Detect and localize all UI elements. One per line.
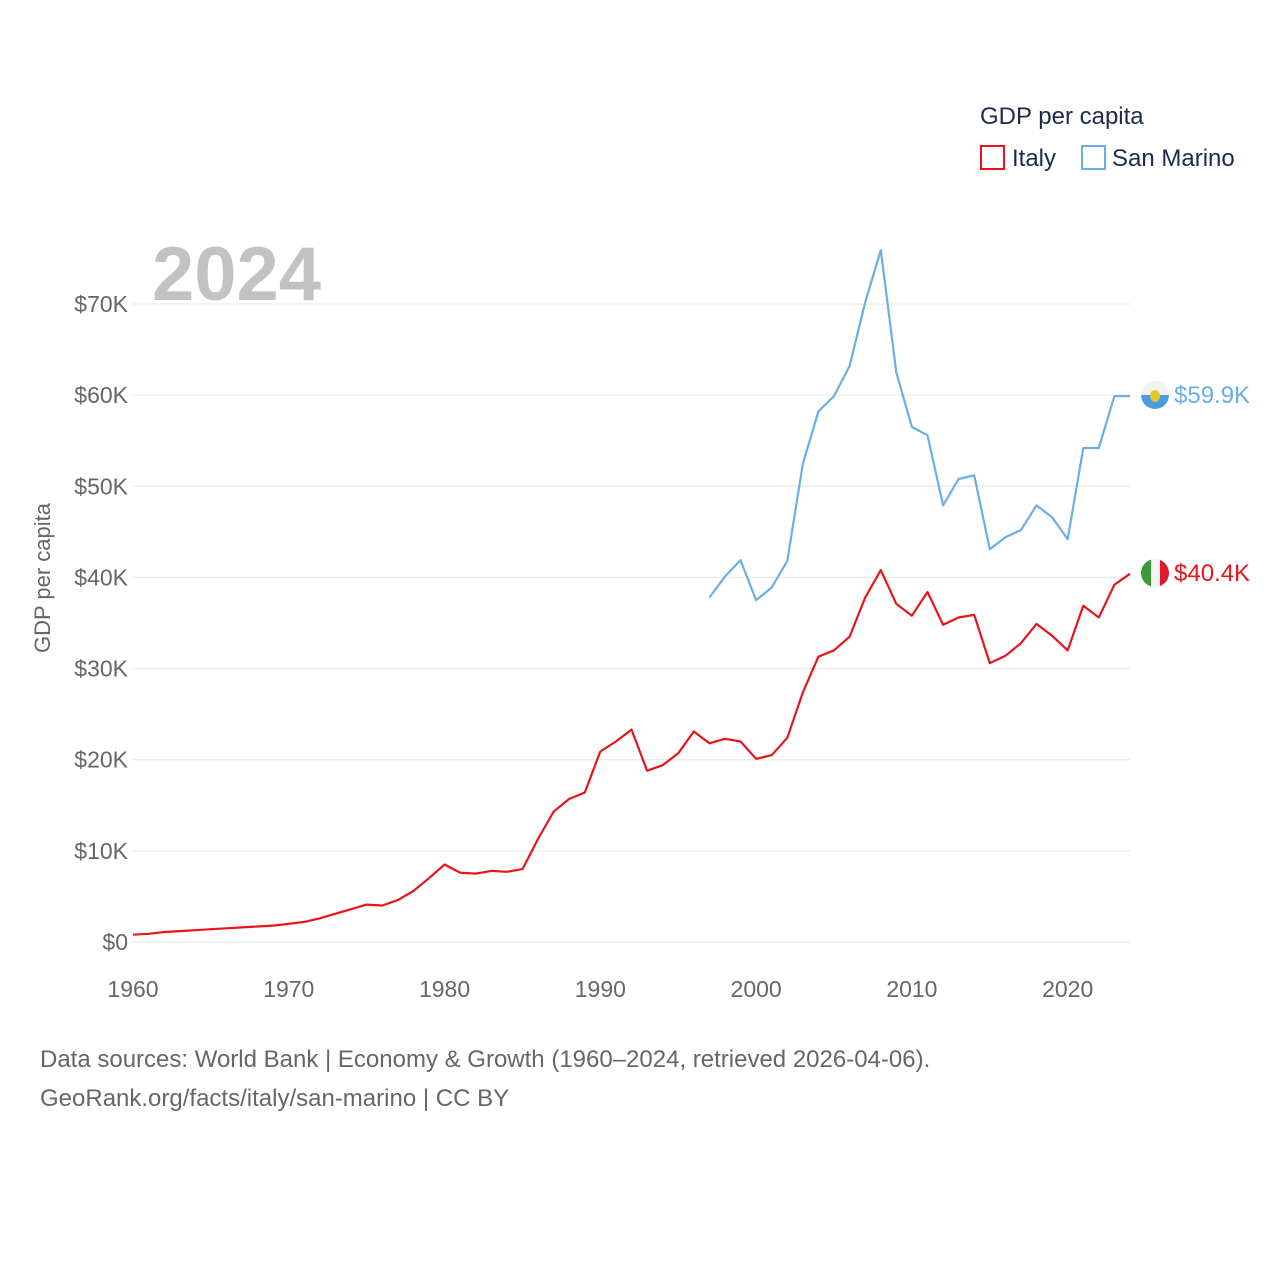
legend-title: GDP per capita: [980, 103, 1144, 130]
y-axis-title: GDP per capita: [30, 502, 55, 653]
y-tick-label: $30K: [74, 656, 128, 682]
legend-label-san-marino[interactable]: San Marino: [1112, 145, 1235, 172]
y-tick-label: $20K: [74, 747, 128, 773]
legend-label-italy[interactable]: Italy: [1012, 145, 1056, 172]
series-line-italy[interactable]: [132, 568, 1131, 936]
legend-swatch-san-marino[interactable]: [1081, 145, 1106, 170]
y-tick-label: $50K: [74, 473, 128, 499]
italy-end-value: $40.4K: [1174, 560, 1250, 587]
x-tick-label: 1980: [419, 976, 470, 1002]
x-tick-label: 2010: [886, 976, 937, 1002]
year-label: 2024: [152, 232, 321, 317]
license-text: | CC BY: [416, 1085, 510, 1112]
x-axis-ticks: 1960 1970 1980 1990 2000 2010 2020: [107, 976, 1093, 1002]
y-axis-ticks: $0 $10K $20K $30K $40K $50K $60K $70K: [74, 291, 128, 955]
gdp-line-chart: $0$10K$20K$30K$40K$50K$60K$70K 1960 1970 1…: [30, 103, 1250, 1002]
x-tick-label: 1970: [263, 976, 314, 1002]
x-tick-label: 1960: [107, 976, 158, 1002]
y-tick-label: $40K: [74, 564, 128, 590]
series-lines: [132, 249, 1131, 936]
footer: Data sources: World Bank | Economy & Gro…: [40, 1040, 1240, 1118]
y-tick-label: $70K: [74, 291, 128, 317]
x-tick-label: 2020: [1042, 976, 1093, 1002]
y-tick-label: $0: [102, 929, 128, 955]
legend: GDP per capita Italy San Marino: [980, 103, 1235, 172]
grid-lines: [133, 303, 1130, 943]
san-marino-end-value: $59.9K: [1174, 382, 1250, 409]
y-tick-label: $60K: [74, 382, 128, 408]
y-tick-label: $10K: [74, 838, 128, 864]
data-sources-text: Data sources: World Bank | Economy & Gro…: [40, 1046, 931, 1073]
x-tick-label: 1990: [575, 976, 626, 1002]
legend-swatch-italy[interactable]: [980, 145, 1005, 170]
series-line-san-marino[interactable]: [708, 249, 1130, 602]
san-marino-flag-icon: [1141, 381, 1169, 409]
georank-link[interactable]: GeoRank.org/facts/italy/san-marino: [40, 1085, 417, 1112]
italy-flag-icon: [1141, 559, 1169, 587]
x-tick-label: 2000: [731, 976, 782, 1002]
attribution-line: GeoRank.org/facts/italy/san-marino | CC …: [40, 1079, 1240, 1118]
